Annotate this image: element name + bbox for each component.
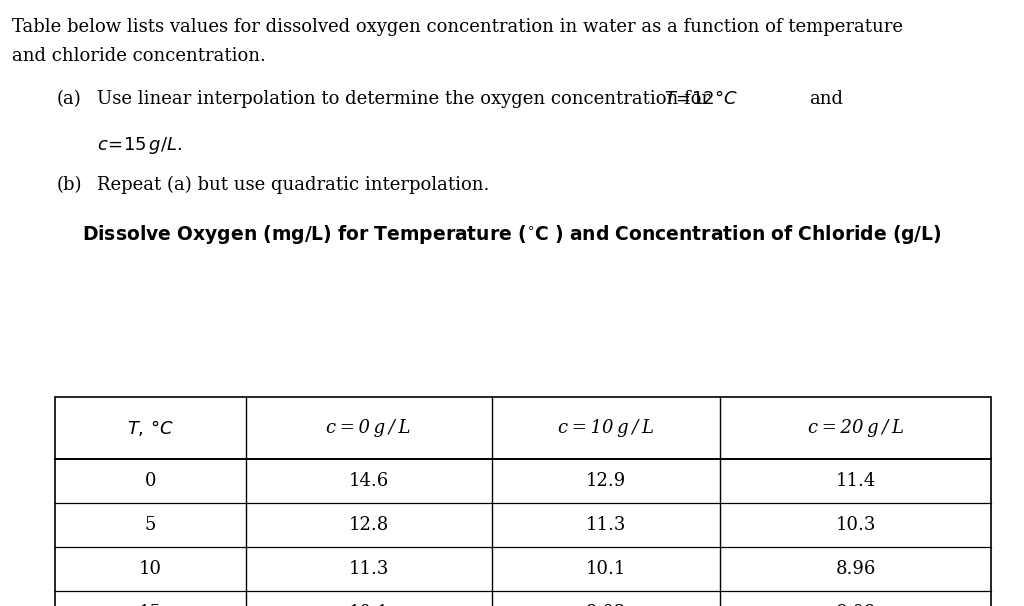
Text: Repeat (a) but use quadratic interpolation.: Repeat (a) but use quadratic interpolati… (97, 176, 489, 194)
Text: 9.03: 9.03 (586, 604, 626, 606)
Text: 10.1: 10.1 (348, 604, 389, 606)
Text: and: and (809, 90, 843, 108)
Text: $T,\,°C$: $T,\,°C$ (127, 418, 174, 438)
Text: c = 20 g / L: c = 20 g / L (808, 419, 903, 437)
Text: 11.4: 11.4 (836, 471, 876, 490)
Text: $T\!=\!12°C$: $T\!=\!12°C$ (664, 90, 737, 108)
Text: 12.8: 12.8 (348, 516, 389, 534)
Text: Use linear interpolation to determine the oxygen concentration for: Use linear interpolation to determine th… (97, 90, 711, 108)
Text: 11.3: 11.3 (586, 516, 626, 534)
Bar (55, 397, 991, 606)
Text: $c\!=\!15\,g/L.$: $c\!=\!15\,g/L.$ (97, 135, 182, 156)
Text: 10.3: 10.3 (836, 516, 876, 534)
Text: 8.08: 8.08 (836, 604, 876, 606)
Text: 10.1: 10.1 (586, 559, 626, 578)
Text: and chloride concentration.: and chloride concentration. (12, 47, 266, 65)
Text: $\mathbf{Dissolve\ Oxygen\ (mg/L)\ for\ Temperature\ (}^{\circ}\mathbf{C\ )\ and: $\mathbf{Dissolve\ Oxygen\ (mg/L)\ for\ … (82, 223, 942, 246)
Text: (a): (a) (56, 90, 81, 108)
Text: 0: 0 (144, 471, 157, 490)
Text: 8.96: 8.96 (836, 559, 876, 578)
Text: c = 10 g / L: c = 10 g / L (558, 419, 653, 437)
Text: 12.9: 12.9 (586, 471, 626, 490)
Text: (b): (b) (56, 176, 82, 194)
Text: 14.6: 14.6 (348, 471, 389, 490)
Text: c = 0 g / L: c = 0 g / L (327, 419, 411, 437)
Text: 10: 10 (139, 559, 162, 578)
Text: 11.3: 11.3 (348, 559, 389, 578)
Text: 5: 5 (144, 516, 157, 534)
Text: Table below lists values for dissolved oxygen concentration in water as a functi: Table below lists values for dissolved o… (12, 18, 903, 36)
Text: 15: 15 (139, 604, 162, 606)
